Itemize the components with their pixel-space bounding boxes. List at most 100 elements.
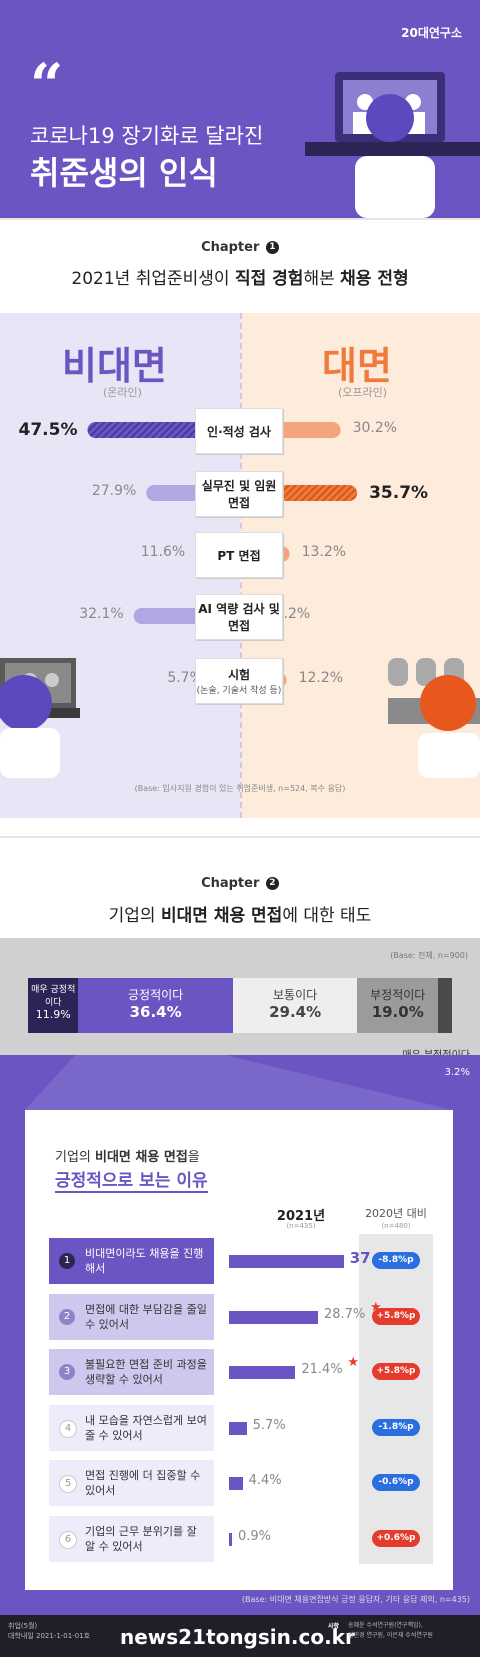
offline-value-label: 13.2% (301, 544, 347, 560)
reason-label-box: 2 면접에 대한 부담감을 줄일 수 있어서 (49, 1293, 214, 1340)
category-tag: 시험 (논술, 기술서 작성 등) (195, 658, 283, 704)
reason-label-box: 3 불필요한 면접 준비 과정을 생략할 수 있어서 (49, 1349, 214, 1395)
reason-value: 5.7% (252, 1417, 286, 1433)
reason-row: 4 내 모습을 자연스럽게 보여줄 수 있어서 5.7% -1.8%p (49, 1404, 433, 1451)
reason-number: 5 (59, 1475, 77, 1493)
reason-row: 6 기업의 근무 분위기를 잘 알 수 있어서 0.9% +0.6%p (49, 1515, 433, 1562)
segment-label: 부정적이다 (370, 988, 426, 1002)
segment-label: 보통이다 (273, 988, 318, 1002)
col-2020-n: (n=480) (381, 1222, 411, 1230)
chart-2-base: (Base: 전체, n=900) (390, 951, 468, 960)
brand-logo: 20대연구소 (401, 26, 462, 40)
chart-1-note: (Base: 입사지원 경험이 있는 취업준비생, n=524, 복수 응답) (134, 784, 346, 793)
reason-bar (229, 1366, 296, 1379)
attitude-segment (438, 978, 452, 1033)
segment-label: 매우 긍정적이다 (31, 985, 76, 1008)
offline-value-label: 4.2% (274, 606, 311, 622)
change-badge: +5.8%p (372, 1307, 420, 1325)
category-tag: 인·적성 검사 (195, 408, 283, 454)
footer: 취업(5월) 대학내일 2021-1-01-01호 news21tongsin.c… (0, 1615, 480, 1657)
reason-text: 면접 진행에 더 집중할 수 있어서 (85, 1469, 201, 1497)
header-title-line2: 취준생의 인식 (30, 154, 218, 192)
reason-value: 28.7% (323, 1306, 366, 1322)
segment-value: 19.0% (371, 1003, 424, 1021)
online-value-label: 5.7% (167, 670, 203, 686)
reason-text: 면접에 대한 부담감을 줄일 수 있어서 (85, 1302, 207, 1331)
footer-source: 취업(5월) 대학내일 2021-1-01-01호 (8, 1622, 91, 1640)
segment-value: 11.9% (35, 1008, 71, 1021)
offline-value-label: 12.2% (298, 670, 344, 686)
reason-bar (229, 1421, 247, 1435)
col-2021-n: (n=435) (286, 1222, 316, 1230)
change-column-bg (359, 1234, 433, 1564)
online-person-illustration (0, 658, 80, 778)
reason-value: 21.4% (301, 1362, 343, 1377)
offline-title: 대면 (322, 344, 392, 388)
category-tag: AI 역량 검사 및 면접 (195, 594, 283, 640)
reason-label-box: 1 비대면이라도 채용을 진행해서 (49, 1238, 214, 1284)
segment-label: 긍정적이다 (128, 988, 184, 1002)
reason-bar (229, 1255, 344, 1268)
category-label: 실무진 및 임원 면접 (201, 479, 277, 510)
star-icon: ★ (347, 1355, 359, 1370)
offline-person-illustration (388, 658, 480, 778)
reason-text: 내 모습을 자연스럽게 보여줄 수 있어서 (85, 1413, 207, 1442)
reason-label-box: 6 기업의 근무 분위기를 잘 알 수 있어서 (49, 1515, 214, 1562)
reason-row: 3 불필요한 면접 준비 과정을 생략할 수 있어서 21.4% ★ +5.8%p (49, 1349, 433, 1395)
chapter2-subtitle: 기업의 비대면 채용 면접에 대한 태도 (108, 906, 372, 926)
category-label: 인·적성 검사 (207, 424, 271, 439)
chapter1-label: Chapter 1 (0, 240, 480, 255)
category-label: AI 역량 검사 및 면접 (198, 602, 280, 633)
reason-label-box: 4 내 모습을 자연스럽게 보여줄 수 있어서 (49, 1404, 214, 1451)
attitude-stacked-bar: (Base: 전체, n=900) 매우 긍정적이다 11.9% 긍정적이다 36.4… (0, 938, 480, 1061)
reason-text: 기업의 근무 분위기를 잘 알 수 있어서 (85, 1524, 197, 1553)
reason-number: 3 (59, 1364, 75, 1380)
reasons-card: 기업의 비대면 채용 면접을 긍정적으로 보는 이유 2021년 (n=435)… (25, 1110, 453, 1590)
col-2021-label: 2021년 (276, 1209, 326, 1224)
attitude-segment: 부정적이다 19.0% (357, 978, 438, 1033)
online-bar (87, 422, 230, 438)
category-tag: PT 면접 (195, 532, 283, 578)
divider (0, 218, 480, 220)
reason-number: 4 (59, 1419, 77, 1438)
person-at-laptop-illustration (305, 72, 480, 218)
header-banner: 20대연구소 “ 코로나19 장기화로 달라진 취준생의 인식 (0, 0, 480, 218)
reason-row: 5 면접 진행에 더 집중할 수 있어서 4.4% -0.6%p (49, 1460, 433, 1506)
online-subtitle: (온라인) (103, 386, 142, 399)
reason-bar (229, 1310, 318, 1324)
reason-value: 4.4% (248, 1473, 282, 1488)
footer-credits: 송혜윤 수석연구원(연구책임), 김민경 연구원, 이은재 수석연구원 (348, 1622, 433, 1639)
change-badge: +5.8%p (372, 1363, 420, 1380)
footer-credit-label: 사항 (328, 1623, 340, 1630)
chart-3-note: (Base: 비대면 채용면접방식 긍정 응답자, 기타 응답 제외, n=43… (241, 1595, 470, 1604)
offline-subtitle: (오프라인) (338, 386, 388, 399)
change-badge: -1.8%p (372, 1418, 420, 1436)
header-title-line1: 코로나19 장기화로 달라진 (30, 124, 264, 148)
reason-number: 2 (59, 1308, 75, 1325)
recruitment-experience-chart: 비대면 (온라인) 대면 (오프라인) 47.5% 30.2% 인·적성 검사 27.… (0, 313, 480, 818)
online-value-label: 47.5% (18, 420, 78, 440)
reason-text: 비대면이라도 채용을 진행해서 (85, 1247, 204, 1275)
change-badge: -8.8%p (372, 1252, 420, 1269)
offline-value-label: 35.7% (369, 483, 429, 503)
star-icon: ★ (369, 1299, 382, 1315)
category-tag: 실무진 및 임원 면접 (195, 471, 283, 517)
attitude-segment: 긍정적이다 36.4% (78, 978, 233, 1033)
reason-value: 0.9% (238, 1528, 272, 1544)
watermark: news21tongsin.co.kr (120, 1625, 355, 1649)
reasons-title-line1: 기업의 비대면 채용 면접을 (55, 1150, 200, 1165)
online-value-label: 27.9% (91, 483, 137, 499)
category-label: 시험 (227, 668, 251, 682)
attitude-segment: 매우 긍정적이다 11.9% (28, 978, 79, 1033)
category-label: PT 면접 (217, 548, 261, 563)
reason-text: 불필요한 면접 준비 과정을 생략할 수 있어서 (85, 1358, 207, 1386)
segment-value: 29.4% (269, 1003, 322, 1021)
reason-bar (229, 1477, 243, 1490)
change-badge: +0.6%p (372, 1529, 420, 1547)
quote-mark: “ (30, 51, 64, 119)
chapter2-label: Chapter 2 (0, 876, 480, 891)
strong-negative-value: 3.2% (444, 1067, 470, 1078)
zoom-wedge (25, 1055, 453, 1110)
reason-number: 6 (59, 1530, 77, 1549)
